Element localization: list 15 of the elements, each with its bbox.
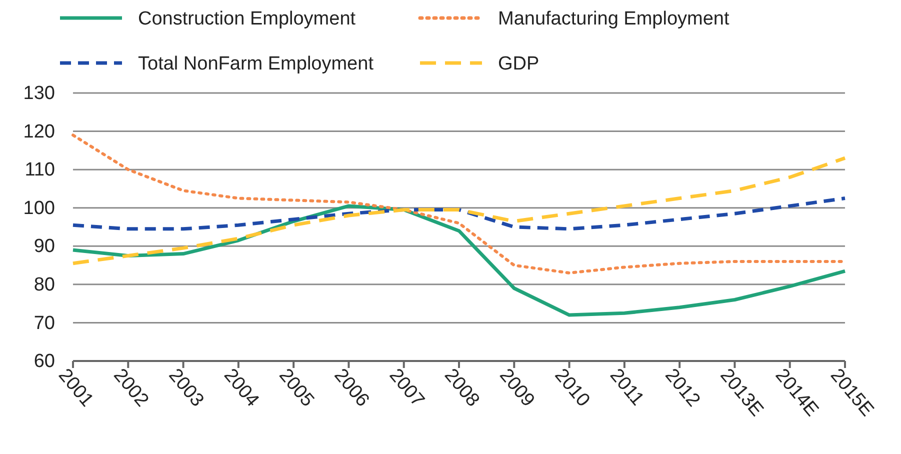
y-tick-label: 110 bbox=[24, 160, 55, 181]
y-tick-label: 80 bbox=[34, 274, 55, 296]
line-series bbox=[71, 156, 847, 266]
legend-label: Construction Employment bbox=[138, 8, 356, 30]
legend-label: Manufacturing Employment bbox=[498, 8, 730, 30]
legend-label: GDP bbox=[498, 54, 540, 75]
y-tick-label: 60 bbox=[34, 351, 55, 372]
line-series bbox=[71, 204, 847, 317]
y-tick-label: 70 bbox=[34, 312, 55, 334]
line-series bbox=[71, 196, 847, 231]
legend-label: Total NonFarm Employment bbox=[138, 54, 374, 75]
y-tick-label: 130 bbox=[23, 83, 55, 104]
y-tick-label: 100 bbox=[23, 198, 55, 219]
y-tick-label: 120 bbox=[23, 121, 55, 142]
y-tick-label: 90 bbox=[34, 236, 55, 258]
